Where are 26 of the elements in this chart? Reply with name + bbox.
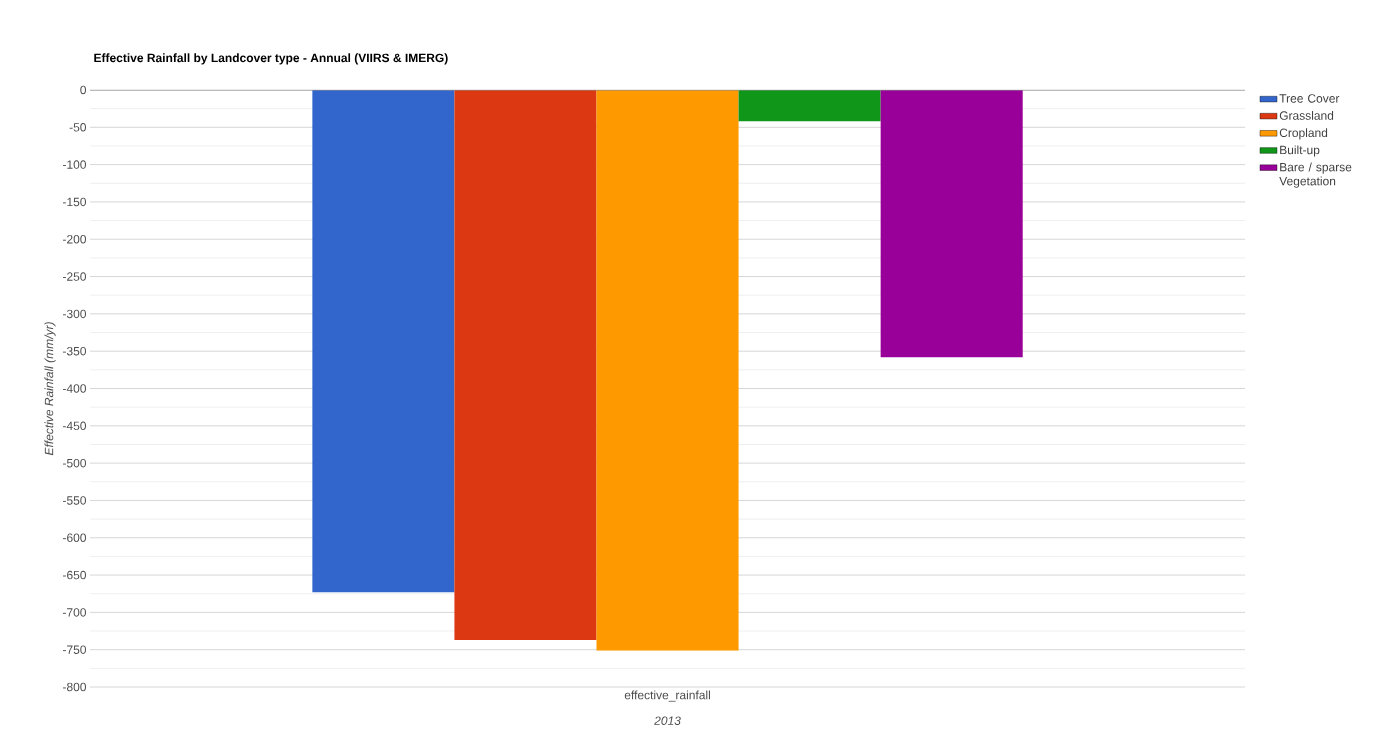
y-tick-label: -550: [63, 496, 87, 505]
legend-label: Cropland: [1279, 128, 1328, 140]
y-tick-label: -750: [63, 645, 87, 654]
y-axis-title: Effective Rainfall (mm/yr): [44, 322, 56, 456]
y-tick-label: -300: [63, 309, 87, 319]
y-tick-label: -450: [63, 421, 87, 431]
y-tick-label: -200: [63, 235, 87, 244]
legend-label: Bare / sparse Vegetation: [1279, 162, 1352, 188]
y-tick-label: -250: [63, 272, 87, 281]
y-tick-label: -700: [63, 608, 87, 617]
y-tick-label: -100: [63, 160, 87, 169]
y-tick-label: -650: [63, 570, 87, 580]
y-tick-label: -800: [63, 682, 87, 692]
y-tick-label: -400: [63, 384, 87, 393]
legend-label: Grassland: [1279, 111, 1334, 120]
y-tick-label: -350: [63, 346, 87, 356]
legend-label: Built-up: [1280, 145, 1320, 157]
x-axis-title: 2013: [654, 716, 681, 725]
y-tick-label: 0: [80, 85, 87, 95]
y-tick-label: -50: [69, 123, 87, 132]
y-tick-label: -150: [63, 197, 87, 207]
y-tick-label: -500: [63, 458, 87, 468]
x-tick-label: effective_rainfall: [624, 690, 710, 702]
chart-title: Effective Rainfall by Landcover type - Annual (VIIRS & IMERG): [94, 53, 448, 65]
y-tick-label: -600: [63, 533, 87, 542]
legend-label: Tree Cover: [1279, 94, 1340, 103]
